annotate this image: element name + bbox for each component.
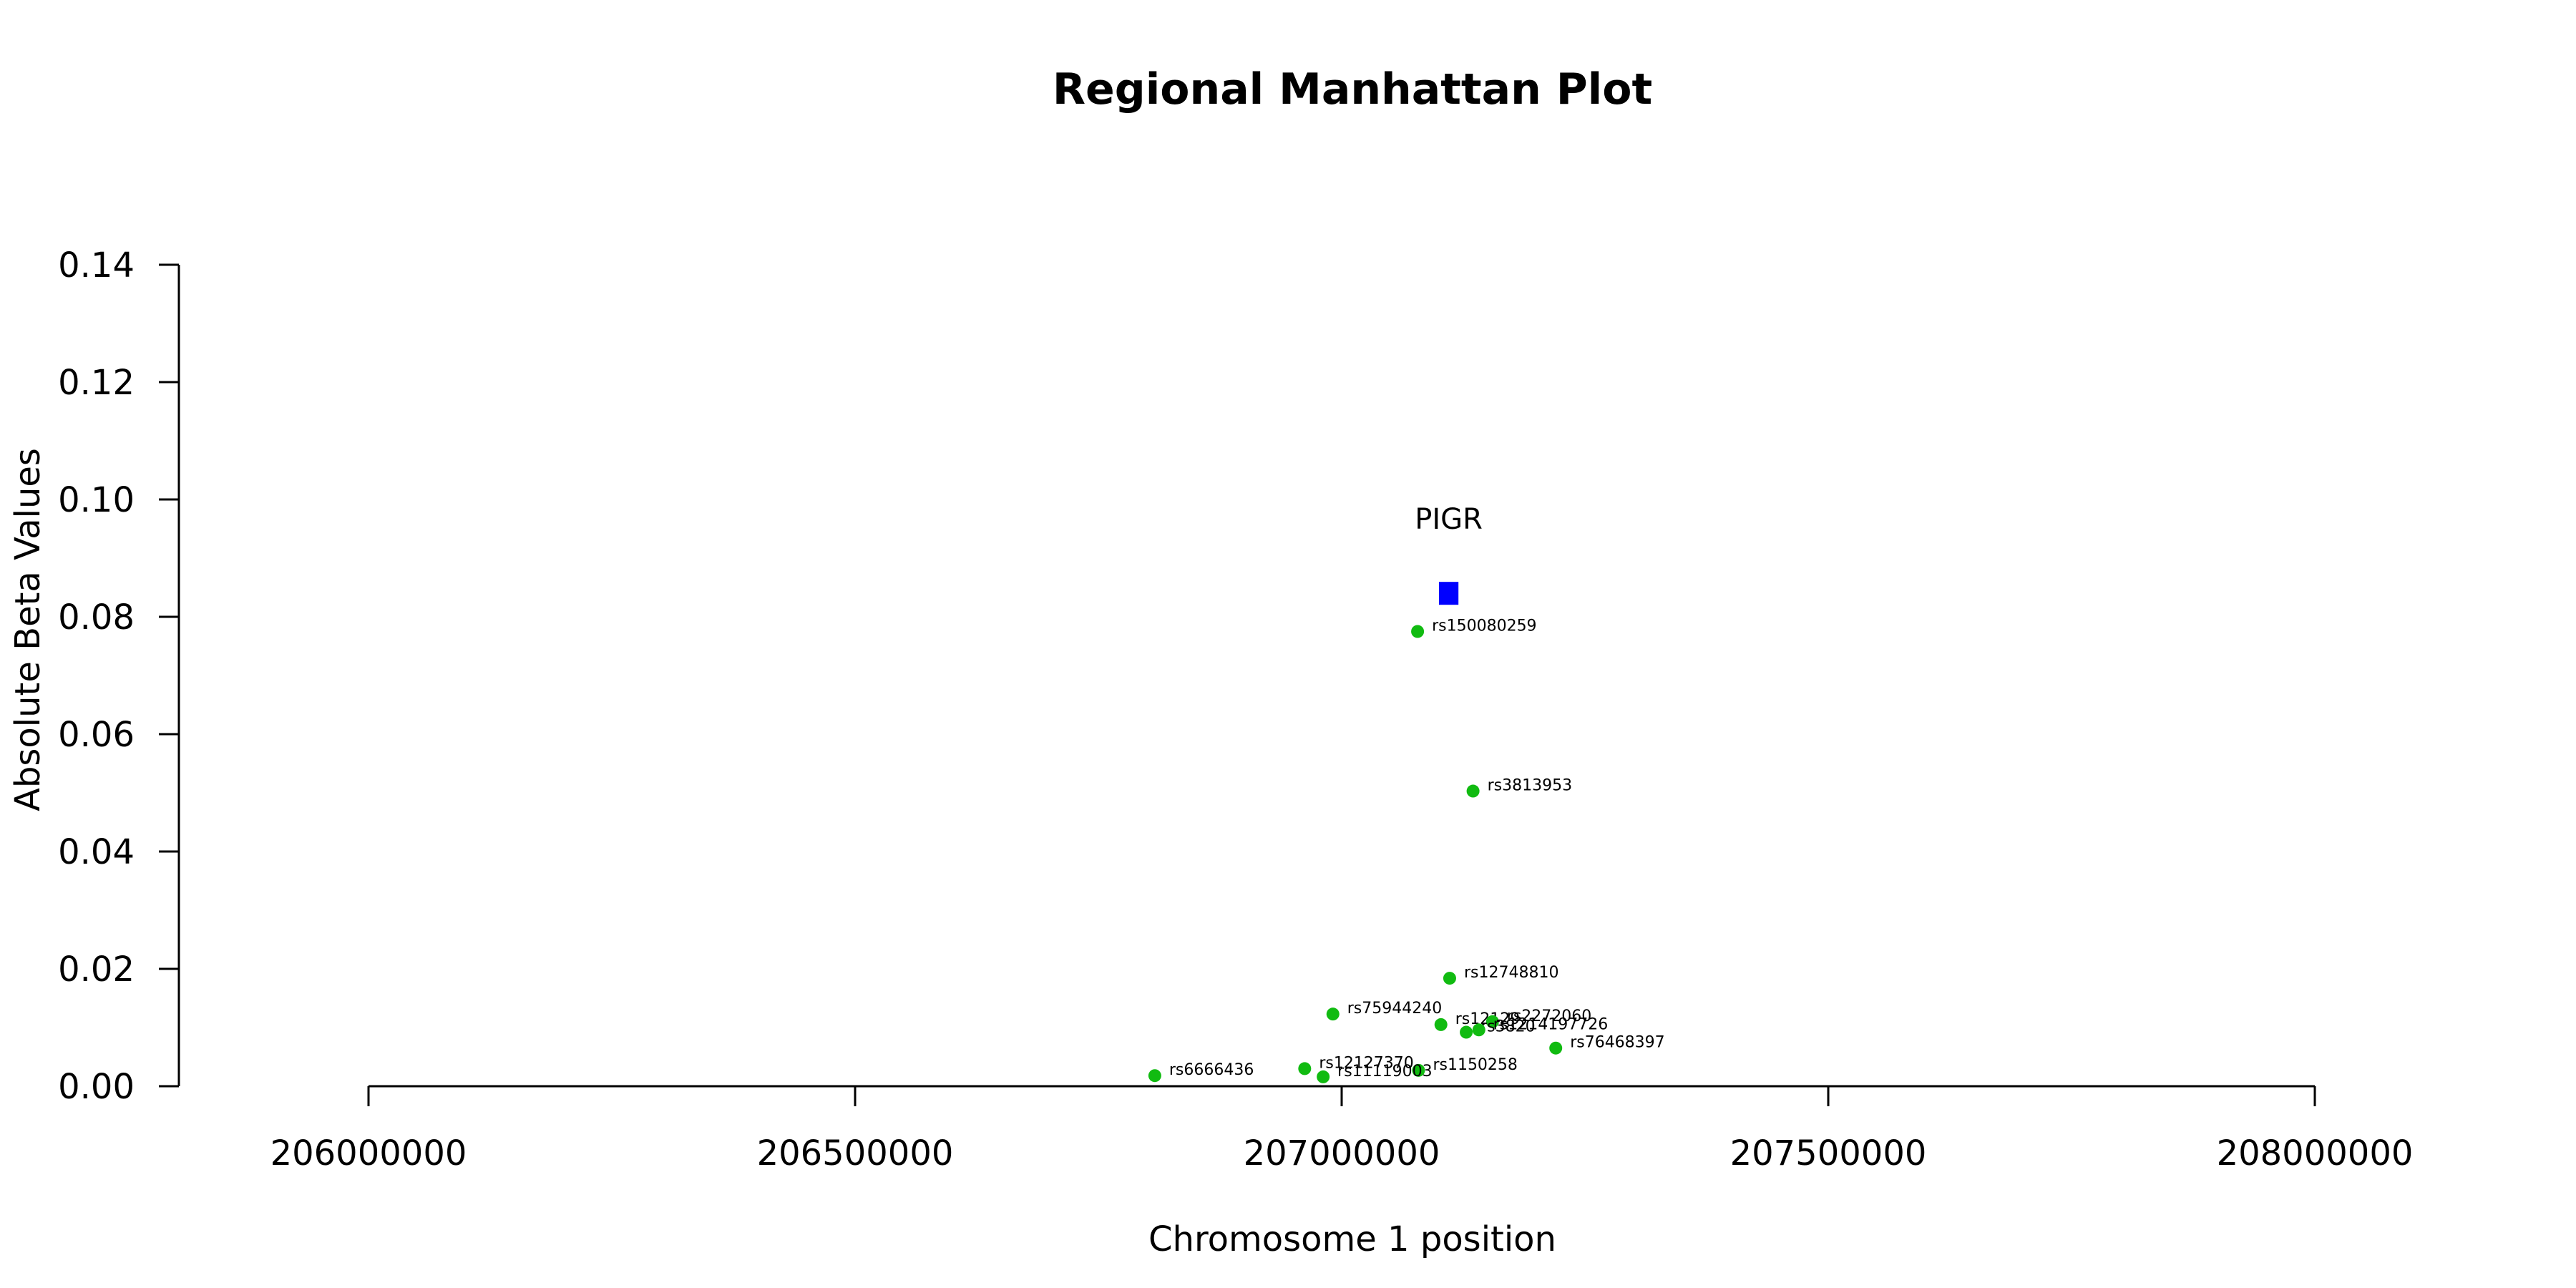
- snp-label: rs12127370: [1319, 1054, 1413, 1072]
- gene-layer: PIGR: [1415, 503, 1483, 605]
- y-tick-label: 0.12: [58, 363, 135, 403]
- y-axis-label: Absolute Beta Values: [8, 448, 48, 811]
- point-layer: rs150080259 rs3813953 rs12748810 rs75944240…: [1148, 618, 1665, 1083]
- y-tick-label: 0.14: [58, 245, 135, 286]
- snp-label: rs11119003: [1337, 1063, 1432, 1080]
- x-axis-label: Chromosome 1 position: [1148, 1219, 1556, 1259]
- snp-point: [1317, 1070, 1330, 1083]
- snp-point: [1326, 1008, 1340, 1021]
- x-tick-label: 207500000: [1730, 1133, 1927, 1174]
- x-tick-label: 206000000: [270, 1133, 467, 1174]
- snp-label: rs3813953: [1488, 777, 1573, 795]
- snp-label: rs12748810: [1464, 964, 1558, 982]
- axes: 206000000 206500000 207000000 207500000 2080…: [58, 245, 2413, 1174]
- snp-point: [1460, 1025, 1473, 1039]
- snp-point: [1472, 1023, 1485, 1037]
- snp-point: [1411, 625, 1425, 638]
- x-tick-label: 208000000: [2217, 1133, 2414, 1174]
- snp-label: rs76468397: [1570, 1034, 1664, 1052]
- chart-title: Regional Manhattan Plot: [1053, 64, 1652, 114]
- y-tick-label: 0.04: [58, 832, 135, 872]
- x-tick-label: 207000000: [1244, 1133, 1440, 1174]
- snp-point: [1412, 1063, 1425, 1077]
- snp-point: [1298, 1062, 1312, 1075]
- snp-label: rs1150258: [1433, 1056, 1518, 1074]
- snp-point: [1148, 1069, 1161, 1083]
- snp-label: rs1214197726: [1493, 1015, 1608, 1033]
- snp-label: rs3820: [1480, 1018, 1536, 1036]
- snp-label: rs2272060: [1507, 1008, 1592, 1025]
- snp-label: rs150080259: [1432, 618, 1536, 635]
- y-tick-label: 0.06: [58, 715, 135, 755]
- snp-point: [1443, 972, 1456, 985]
- y-tick-label: 0.08: [58, 597, 135, 638]
- snp-label: rs6666436: [1169, 1061, 1254, 1079]
- snp-point: [1434, 1018, 1448, 1031]
- snp-point: [1485, 1015, 1499, 1028]
- snp-point: [1549, 1041, 1563, 1055]
- x-tick-label: 206500000: [757, 1133, 954, 1174]
- y-tick-label: 0.00: [58, 1067, 135, 1107]
- snp-label: rs75944240: [1347, 1000, 1442, 1018]
- y-tick-label: 0.02: [58, 950, 135, 990]
- gene-label: PIGR: [1415, 503, 1483, 536]
- gene-marker: [1439, 582, 1459, 605]
- snp-point: [1466, 784, 1480, 798]
- y-tick-label: 0.10: [58, 480, 135, 520]
